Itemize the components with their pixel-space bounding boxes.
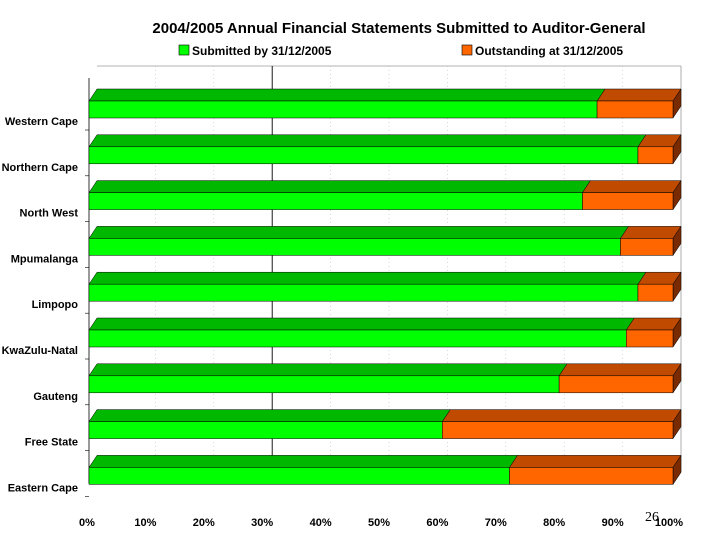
category-label: Gauteng — [33, 391, 78, 403]
bar-outstanding-top — [582, 180, 682, 193]
bar-submitted-top — [88, 363, 568, 377]
legend-label-submitted: Submitted by 31/12/2005 — [192, 44, 332, 58]
bar-submitted — [88, 375, 560, 394]
category-labels: Western Cape Northern Cape North West Mpuma… — [2, 116, 89, 497]
x-tick-label: 0% — [79, 517, 95, 529]
bar-outstanding — [442, 421, 674, 439]
category-label: Free State — [25, 437, 78, 449]
bar-submitted — [88, 283, 639, 302]
x-tick-label: 10% — [134, 517, 156, 529]
bar-submitted — [88, 421, 443, 439]
bar-outstanding-top — [619, 226, 682, 239]
bar-outstanding-top — [509, 455, 682, 468]
bar-submitted-top — [88, 226, 629, 239]
bar-outstanding-top — [558, 363, 682, 377]
category-label: Mpumalanga — [11, 253, 79, 265]
legend: Submitted by 31/12/2005 Outstanding at 3… — [178, 44, 623, 58]
bar-submitted — [88, 146, 639, 165]
page-number: 26 — [645, 510, 659, 525]
chart-title: 2004/2005 Annual Financial Statements Su… — [152, 20, 645, 37]
x-tick-label: 20% — [193, 517, 215, 529]
bar-outstanding — [620, 238, 674, 256]
legend-label-outstanding: Outstanding at 31/12/2005 — [475, 44, 623, 58]
bar-outstanding-top — [625, 317, 682, 331]
x-tick-label: 70% — [485, 517, 507, 529]
bar-outstanding-top — [596, 88, 682, 102]
bar-submitted-top — [88, 317, 635, 331]
bar-outstanding — [596, 100, 674, 119]
x-tick-label: 40% — [310, 517, 332, 529]
bar-submitted — [88, 329, 627, 348]
bar-submitted — [88, 100, 598, 119]
bar-submitted-top — [88, 134, 647, 148]
x-tick-label: 90% — [602, 517, 624, 529]
x-tick-label: 100% — [655, 517, 683, 529]
bar-outstanding-top — [441, 409, 682, 422]
x-tick-label: 30% — [251, 517, 273, 529]
x-tick-labels: 0% 10% 20% 30% 40% 50% 60% 70% 80% 90% 100% — [79, 517, 683, 529]
category-label: Northern Cape — [2, 162, 78, 174]
bar-submitted-top — [88, 455, 518, 468]
category-label: KwaZulu-Natal — [2, 345, 78, 357]
legend-swatch-submitted — [178, 44, 190, 56]
bar-outstanding — [558, 375, 674, 394]
x-tick-label: 50% — [368, 517, 390, 529]
bar-outstanding — [582, 192, 674, 210]
x-tick-label: 80% — [543, 517, 565, 529]
bar-outstanding — [626, 329, 674, 348]
bars — [88, 88, 682, 486]
bar-outstanding — [637, 283, 674, 302]
bar-submitted — [88, 238, 621, 256]
x-tick-label: 60% — [426, 517, 448, 529]
bar-submitted-top — [88, 180, 591, 193]
bar-outstanding — [509, 467, 674, 485]
bar-submitted-top — [88, 88, 606, 102]
bar-submitted — [88, 192, 583, 210]
bar-submitted-top — [88, 271, 647, 285]
bar-submitted-top — [88, 409, 451, 422]
category-label: Eastern Cape — [8, 482, 78, 494]
legend-swatch-outstanding — [461, 44, 473, 56]
category-label: Limpopo — [32, 299, 79, 311]
bar-outstanding — [637, 146, 674, 165]
category-label: Western Cape — [5, 116, 78, 128]
bar-submitted — [88, 467, 510, 485]
category-label: North West — [20, 208, 79, 220]
